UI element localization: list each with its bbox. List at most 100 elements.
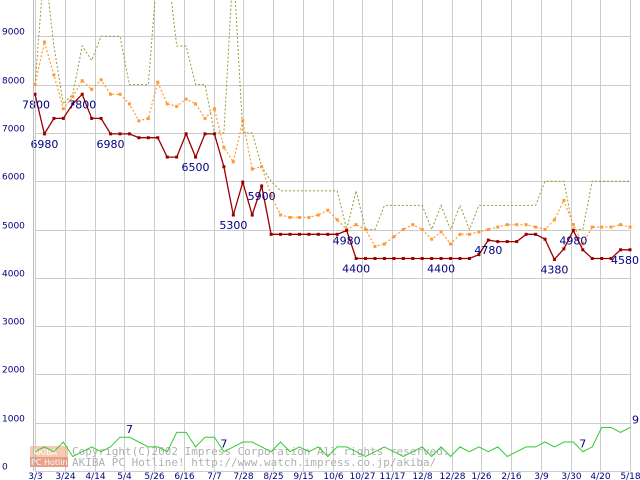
min-price-point (90, 116, 94, 120)
avg-price-point (477, 230, 481, 234)
avg-price-point (571, 223, 575, 227)
min-price-point (354, 256, 358, 260)
avg-price-point (118, 92, 122, 96)
avg-price-point (562, 199, 566, 203)
data-series (33, 0, 632, 458)
x-tick-label: 3/30 (561, 472, 581, 480)
y-tick-label: 4000 (2, 270, 25, 280)
data-label: 4400 (342, 262, 370, 275)
data-label: 9 (632, 414, 639, 427)
avg-price-point (524, 223, 528, 227)
min-price-point (118, 132, 122, 136)
min-price-point (71, 102, 75, 106)
data-label: 4580 (611, 254, 639, 267)
min-price-point (505, 240, 509, 244)
avg-price-point (52, 73, 56, 77)
min-price-point (411, 256, 415, 260)
y-tick-label: 8000 (2, 77, 25, 87)
x-tick-label: 6/16 (174, 472, 194, 480)
min-price-point (590, 256, 594, 260)
y-tick-label: 6000 (2, 173, 25, 183)
max-price-line (34, 0, 630, 231)
avg-price-point (619, 223, 623, 227)
min-price-point (364, 256, 368, 260)
avg-price-point (269, 194, 273, 198)
min-price-point (382, 256, 386, 260)
min-price-point (316, 232, 320, 236)
x-tick-label: 1/26 (471, 472, 491, 480)
watermark-badge-bottom-text: PC Hotline! (31, 458, 76, 467)
avg-price-point (71, 95, 75, 99)
watermark-badge-top (30, 446, 68, 457)
min-price-point (467, 256, 471, 260)
min-price-point (260, 184, 264, 188)
x-tick-label: 3/24 (55, 472, 75, 480)
avg-price-line (34, 41, 631, 248)
min-price-point (619, 248, 623, 252)
avg-price-point (42, 40, 46, 44)
min-price-point (401, 256, 405, 260)
min-price-point (175, 155, 179, 159)
y-tick-label: 7000 (2, 125, 25, 135)
avg-price-point (467, 232, 471, 236)
min-price-point (297, 232, 301, 236)
avg-price-point (99, 78, 103, 82)
avg-price-point (581, 242, 585, 246)
min-price-point (392, 256, 396, 260)
min-price-line (34, 93, 630, 261)
min-price-point (269, 232, 273, 236)
x-tick-label: 9/15 (293, 472, 313, 480)
data-label: 6980 (30, 138, 58, 151)
min-price-point (571, 228, 575, 232)
shop-count-line (34, 427, 631, 458)
data-label: 4380 (540, 263, 568, 276)
avg-price-point (505, 223, 509, 227)
x-tick-label: 7/28 (233, 472, 253, 480)
min-price-point (165, 155, 169, 159)
y-axis-ticks: 0100020003000400050006000700080009000100… (2, 28, 25, 473)
min-price-point (581, 248, 585, 252)
avg-price-point (61, 107, 65, 111)
min-price-point (33, 92, 37, 96)
avg-price-point (335, 218, 339, 222)
x-tick-label: 7/7 (207, 472, 221, 480)
avg-price-point (382, 242, 386, 246)
avg-price-point (241, 119, 245, 123)
copyright-watermark: AKIBA PC Hotline! Copyright(C)2002 Impre… (30, 445, 450, 469)
avg-price-point (184, 97, 188, 101)
avg-price-point (486, 228, 490, 231)
y-tick-label: 3000 (2, 318, 25, 328)
avg-price-point (401, 228, 405, 231)
x-tick-label: 5/26 (144, 472, 164, 480)
avg-price-point (458, 232, 462, 236)
min-price-point (146, 136, 150, 140)
min-price-point (42, 132, 46, 136)
min-price-point (345, 228, 349, 232)
min-price-point (307, 232, 311, 236)
avg-price-point (33, 83, 37, 87)
avg-price-point (373, 244, 377, 248)
min-price-point (222, 165, 226, 169)
avg-price-point (430, 237, 434, 241)
min-price-point (99, 116, 103, 120)
avg-price-point (250, 167, 254, 171)
x-tick-label: 12/28 (440, 472, 466, 480)
avg-price-point (326, 208, 330, 212)
grid-lines (35, 0, 631, 472)
avg-price-point (628, 225, 632, 229)
data-label: 4780 (474, 244, 502, 257)
min-price-point (194, 155, 198, 159)
avg-price-point (175, 104, 179, 108)
min-price-point (449, 256, 453, 260)
avg-price-point (194, 102, 198, 106)
min-price-point (628, 248, 632, 252)
min-price-point (127, 132, 131, 136)
avg-price-point (109, 92, 113, 96)
avg-price-point (449, 242, 453, 246)
data-label: 4980 (559, 234, 587, 247)
watermark-badge-top-text: AKIBA (33, 448, 58, 457)
y-tick-label: 9000 (2, 28, 25, 38)
avg-price-point (146, 116, 150, 120)
x-axis-ticks: 3/3 3/24 4/14 5/4 5/26 6/16 7/7 7/28 8/25 9/15 10/… (28, 472, 640, 480)
data-label: 7 (579, 438, 586, 451)
